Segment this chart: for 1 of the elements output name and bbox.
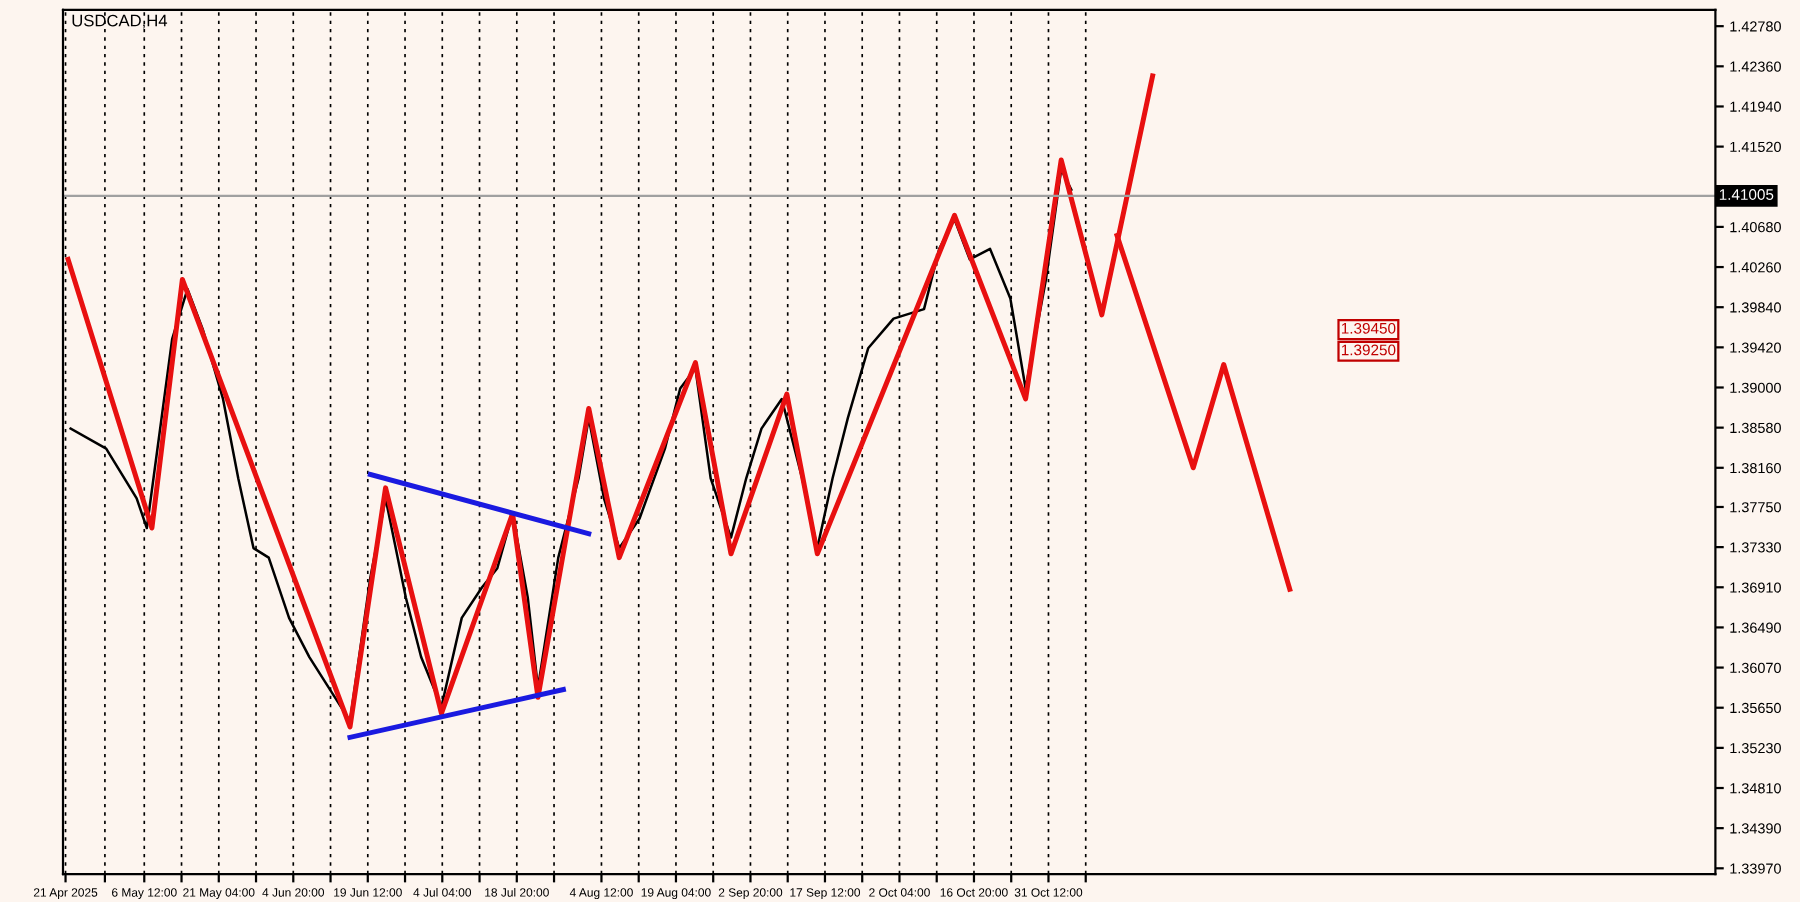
- chart-title: USDCAD,H4: [72, 14, 168, 29]
